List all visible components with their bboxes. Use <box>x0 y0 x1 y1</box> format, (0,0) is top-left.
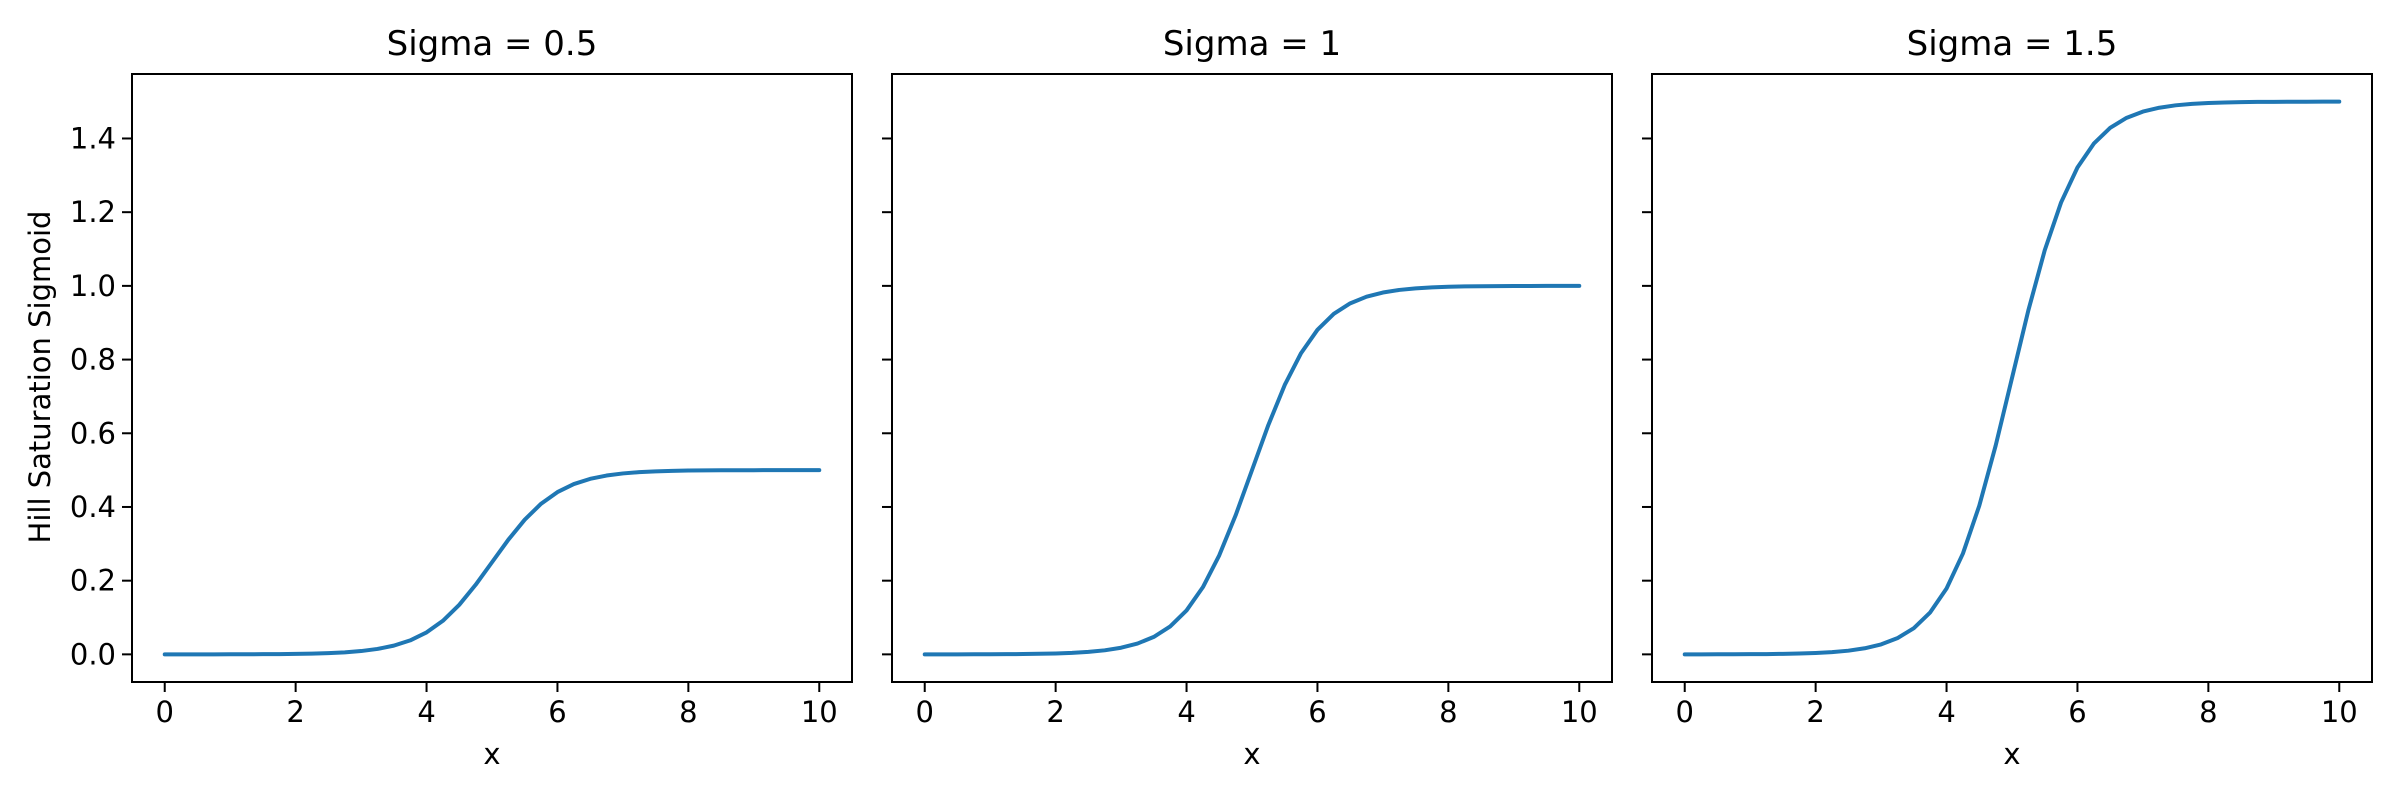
x-tick-label: 2 <box>1046 695 1064 729</box>
x-axis-label-sigma-15: x <box>2003 737 2021 771</box>
y-tick-label: 0.8 <box>70 343 116 377</box>
subplot-title-sigma-1: Sigma = 1 <box>1162 24 1342 64</box>
x-axis-label-sigma-1: x <box>1243 737 1261 771</box>
y-tick-label: 0.6 <box>70 416 116 450</box>
x-tick-label: 6 <box>548 695 566 729</box>
y-tick-label: 0.0 <box>70 637 116 671</box>
curve-line <box>1682 99 2342 657</box>
x-tick-label: 8 <box>2199 695 2217 729</box>
x-tick-label: 10 <box>1561 695 1598 729</box>
y-tick-label: 0.2 <box>70 564 116 598</box>
plot-border <box>891 73 1613 683</box>
y-tick-label: 1.0 <box>70 269 116 303</box>
x-tick-label: 6 <box>1308 695 1326 729</box>
axes-sigma-15: 0 2 4 6 8 10 <box>1642 73 2373 729</box>
x-tick-label: 8 <box>1439 695 1457 729</box>
axes-sigma-1: 0 2 4 6 8 10 <box>882 73 1613 729</box>
x-tick-label: 0 <box>1676 695 1694 729</box>
x-tick-label: 0 <box>916 695 934 729</box>
y-tick-label: 1.2 <box>70 195 116 229</box>
x-tick-label: 10 <box>2321 695 2358 729</box>
curve-line <box>162 468 822 657</box>
x-tick-label: 0 <box>156 695 174 729</box>
subplot-title-sigma-15: Sigma = 1.5 <box>1906 24 2118 64</box>
axes-sigma-05: 0 2 4 6 8 10 0.0 0.2 0.4 0.6 0.8 1.0 1.2 1.4 <box>70 73 853 729</box>
subplot-title-sigma-05: Sigma = 0.5 <box>386 24 598 64</box>
x-tick-label: 10 <box>801 695 838 729</box>
x-tick-label: 2 <box>1806 695 1824 729</box>
plot-border <box>1651 73 2373 683</box>
y-tick-label: 1.4 <box>70 121 116 155</box>
y-axis-label: Hill Saturation Sigmoid <box>23 210 57 544</box>
x-tick-label: 8 <box>679 695 697 729</box>
y-tick-label: 0.4 <box>70 490 116 524</box>
x-tick-label: 2 <box>286 695 304 729</box>
plot-border <box>131 73 853 683</box>
x-tick-label: 4 <box>1177 695 1195 729</box>
x-tick-label: 6 <box>2068 695 2086 729</box>
x-axis-label-sigma-05: x <box>483 737 501 771</box>
x-tick-label: 4 <box>1937 695 1955 729</box>
curve-line <box>922 283 1582 657</box>
x-tick-label: 4 <box>417 695 435 729</box>
